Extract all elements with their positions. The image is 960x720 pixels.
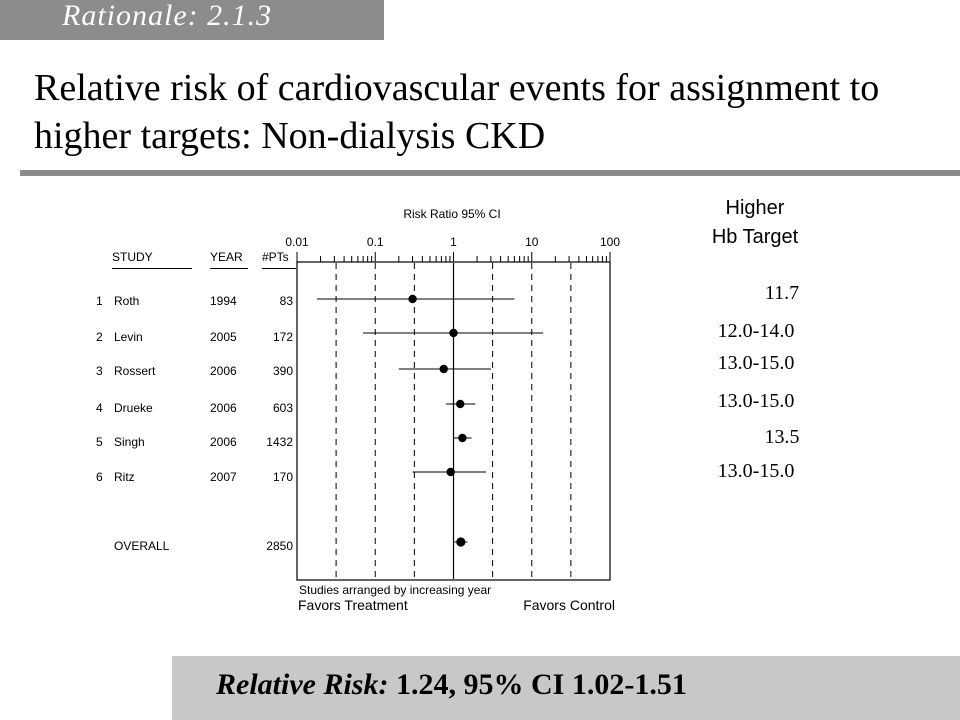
study-index: 1 (96, 294, 103, 308)
study-year: 1994 (210, 294, 237, 308)
slide-title: Relative risk of cardiovascular events f… (34, 67, 880, 157)
study-index: 3 (96, 364, 103, 378)
x-tick-label: 1 (450, 235, 457, 249)
study-pts: 83 (279, 294, 293, 308)
study-pts: 390 (272, 364, 293, 378)
study-year: 2006 (210, 401, 237, 415)
overall-label: OVERALL (114, 539, 170, 553)
effect-point (456, 399, 465, 409)
study-year: 2006 (210, 435, 237, 449)
study-pts: 172 (272, 330, 293, 344)
study-name: Rossert (114, 364, 156, 378)
study-index: 4 (96, 401, 103, 415)
target-value: 13.0-15.0 (717, 390, 795, 412)
col-header-pts: #PTs (262, 250, 289, 264)
study-name: Roth (114, 294, 140, 308)
study-year: 2005 (210, 330, 237, 344)
summary-value: 1.24, 95% CI 1.02-1.51 (388, 668, 687, 701)
x-tick-label: 0.1 (367, 235, 384, 249)
study-index: 5 (96, 435, 103, 449)
x-tick-label: 10 (525, 235, 539, 249)
overall-pts: 2850 (266, 539, 293, 553)
study-pts: 1432 (266, 435, 293, 449)
section-tag-text: Rationale: 2.1.3 (62, 0, 273, 32)
study-year: 2006 (210, 364, 237, 378)
x-tick-label: 0.01 (285, 235, 309, 249)
summary-label: Relative Risk: (216, 668, 389, 701)
target-value: 13.0-15.0 (717, 460, 795, 482)
target-column-header: Higher Hb Target (680, 194, 830, 252)
summary-text: Relative Risk: 1.24, 95% CI 1.02-1.51 (216, 668, 687, 702)
study-name: Drueke (114, 401, 153, 415)
effect-point (458, 433, 467, 443)
plot-footnote: Studies arranged by increasing year (299, 583, 491, 597)
col-header-study-underline (112, 268, 192, 269)
target-value: 13.5 (764, 426, 800, 448)
plot-title: Risk Ratio 95% CI (403, 207, 500, 221)
x-tick-labels: 0.01 0.1 1 10 100 (285, 235, 620, 249)
summary-bar: Relative Risk: 1.24, 95% CI 1.02-1.51 (172, 656, 960, 720)
col-header-pts-underline (262, 268, 296, 269)
effect-marks (316, 294, 544, 547)
target-header-line1: Higher (725, 197, 785, 219)
favors-treatment-label: Favors Treatment (298, 597, 408, 613)
col-header-year-underline (210, 268, 248, 269)
x-axis-ruler (296, 252, 611, 263)
target-header-line2: Hb Target (711, 226, 799, 248)
study-name: Levin (114, 330, 143, 344)
effect-point (449, 328, 458, 338)
effect-point (408, 294, 417, 304)
study-index: 2 (96, 330, 103, 344)
study-pts: 170 (272, 470, 293, 484)
study-index: 6 (96, 470, 103, 484)
effect-point (446, 467, 455, 477)
target-value: 11.7 (764, 282, 800, 304)
favors-control-label: Favors Control (523, 597, 615, 613)
section-tag: Rationale: 2.1.3 (0, 0, 384, 40)
study-name: Ritz (114, 470, 135, 484)
study-year: 2007 (210, 470, 237, 484)
study-pts: 603 (272, 401, 293, 415)
col-header-year: YEAR (210, 250, 243, 264)
target-value: 12.0-14.0 (717, 320, 795, 342)
overall-point (456, 537, 466, 547)
x-tick-label: 100 (600, 235, 620, 249)
grid-lines (296, 263, 611, 579)
study-name: Singh (114, 435, 145, 449)
effect-point (439, 364, 448, 374)
title-divider (20, 170, 960, 176)
target-value: 13.0-15.0 (717, 352, 795, 374)
col-header-study: STUDY (112, 250, 153, 264)
